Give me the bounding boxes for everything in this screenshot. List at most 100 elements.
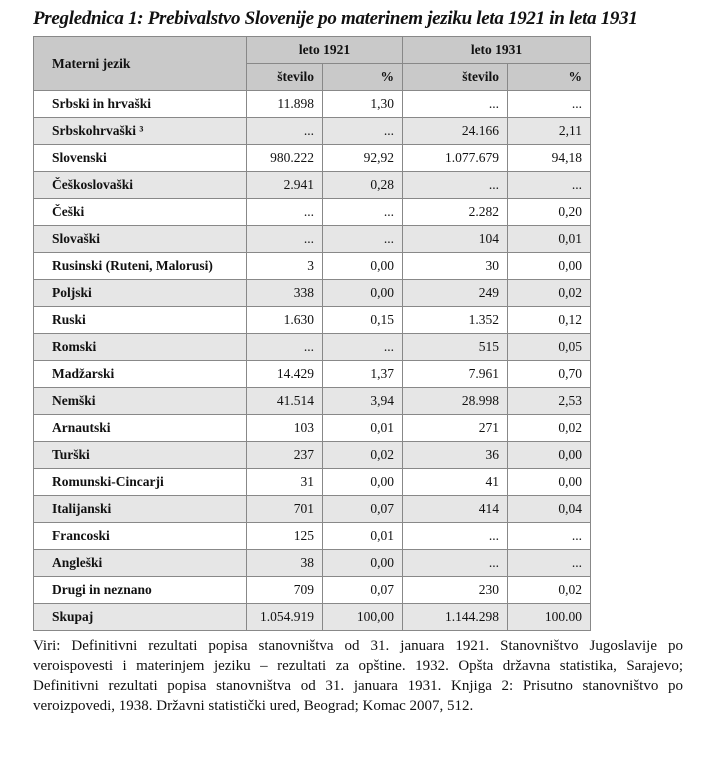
table-row: Slovaški...... 104 0,01 [33, 225, 591, 253]
cell: 0,00 [322, 279, 403, 307]
cell: 92,92 [322, 144, 403, 172]
row-label: Madžarski [33, 360, 247, 388]
cell: ... [402, 522, 508, 550]
cell: 0,00 [322, 252, 403, 280]
cell: 0,15 [322, 306, 403, 334]
cell: 1,30 [322, 90, 403, 118]
cell: 0,02 [507, 279, 591, 307]
table-row: Arnautski 103 0,01 271 0,02 [33, 414, 591, 442]
row-label: Rusinski (Ruteni, Malorusi) [33, 252, 247, 280]
cell: ... [507, 171, 591, 199]
cell: 36 [402, 441, 508, 469]
cell: 103 [246, 414, 323, 442]
row-label: Nemški [33, 387, 247, 415]
subheader-cell: % [322, 63, 403, 91]
table-row: Poljski 338 0,00 249 0,02 [33, 279, 591, 307]
cell: 0,12 [507, 306, 591, 334]
cell: ... [246, 117, 323, 145]
cell: 14.429 [246, 360, 323, 388]
row-label: Romunski-Cincarji [33, 468, 247, 496]
row-label: Angleški [33, 549, 247, 577]
table-row: Angleški 38 0,00...... [33, 549, 591, 577]
table-row: Srbski in hrvaški 11.898 1,30...... [33, 90, 591, 118]
cell: 1.630 [246, 306, 323, 334]
cell: 237 [246, 441, 323, 469]
cell: 230 [402, 576, 508, 604]
cell: 104 [402, 225, 508, 253]
cell: 980.222 [246, 144, 323, 172]
cell: 28.998 [402, 387, 508, 415]
cell: 31 [246, 468, 323, 496]
cell: 1,37 [322, 360, 403, 388]
cell: 100,00 [322, 603, 403, 631]
row-label: Italijanski [33, 495, 247, 523]
header-group: leto 1921 [246, 36, 403, 64]
table-row: Francoski 125 0,01...... [33, 522, 591, 550]
cell: ... [507, 522, 591, 550]
cell: 0,70 [507, 360, 591, 388]
cell: ... [507, 549, 591, 577]
cell: 249 [402, 279, 508, 307]
row-label: Skupaj [33, 603, 247, 631]
cell: 1.144.298 [402, 603, 508, 631]
cell: 0,07 [322, 576, 403, 604]
cell: 414 [402, 495, 508, 523]
row-label: Ruski [33, 306, 247, 334]
cell: 0,00 [507, 441, 591, 469]
cell: 11.898 [246, 90, 323, 118]
cell: 0,28 [322, 171, 403, 199]
cell: ... [402, 90, 508, 118]
row-label: Češkoslovaški [33, 171, 247, 199]
table-row: Slovenski 980.222 92,92 1.077.679 94,18 [33, 144, 591, 172]
header-row: Materni jezik leto 1921 leto 1931 [33, 36, 591, 91]
table-title: Preglednica 1: Prebivalstvo Slovenije po… [33, 8, 638, 29]
cell: 338 [246, 279, 323, 307]
cell: 701 [246, 495, 323, 523]
cell: 0,01 [322, 522, 403, 550]
cell: 0,02 [322, 441, 403, 469]
table-row: Romunski-Cincarji 31 0,00 41 0,00 [33, 468, 591, 496]
cell: ... [246, 333, 323, 361]
cell: 0,20 [507, 198, 591, 226]
row-label: Romski [33, 333, 247, 361]
cell: ... [402, 549, 508, 577]
table-body: Srbski in hrvaški 11.898 1,30...... Srbskoh… [33, 90, 591, 631]
cell: 24.166 [402, 117, 508, 145]
cell: 1.352 [402, 306, 508, 334]
data-table: Materni jezik leto 1921 leto 1931 števil… [33, 36, 591, 631]
subheader-row: število % število % [34, 63, 591, 91]
row-label: Slovenski [33, 144, 247, 172]
cell: 515 [402, 333, 508, 361]
cell: 94,18 [507, 144, 591, 172]
subheader-cell: % [507, 63, 591, 91]
cell: ... [322, 117, 403, 145]
cell: 41 [402, 468, 508, 496]
row-label: Srbski in hrvaški [33, 90, 247, 118]
cell: 0,02 [507, 414, 591, 442]
table-row: Madžarski 14.429 1,37 7.961 0,70 [33, 360, 591, 388]
row-label: Slovaški [33, 225, 247, 253]
cell: 0,04 [507, 495, 591, 523]
source-note: Viri: Definitivni rezultati popisa stano… [33, 638, 683, 714]
cell: 0,00 [507, 252, 591, 280]
row-label: Arnautski [33, 414, 247, 442]
table-row: Češki...... 2.282 0,20 [33, 198, 591, 226]
cell: 3 [246, 252, 323, 280]
cell: ... [402, 171, 508, 199]
cell: 0,00 [322, 549, 403, 577]
header-group: leto 1931 [402, 36, 591, 64]
header-cell: Materni jezik [33, 36, 247, 91]
table-row: Češkoslovaški 2.941 0,28...... [33, 171, 591, 199]
cell: 0,02 [507, 576, 591, 604]
row-label: Turški [33, 441, 247, 469]
cell: 30 [402, 252, 508, 280]
table-row: Srbskohrvaški ³...... 24.166 2,11 [33, 117, 591, 145]
cell: 100.00 [507, 603, 591, 631]
table-row: Ruski 1.630 0,15 1.352 0,12 [33, 306, 591, 334]
cell: ... [507, 90, 591, 118]
table-row: Romski...... 515 0,05 [33, 333, 591, 361]
cell: 0,01 [507, 225, 591, 253]
cell: 0,05 [507, 333, 591, 361]
